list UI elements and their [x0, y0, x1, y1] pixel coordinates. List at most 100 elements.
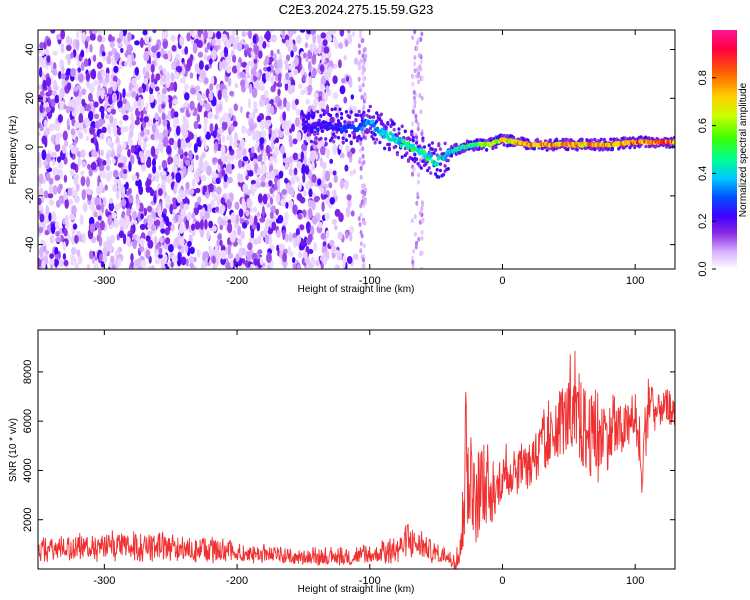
heatmap-cell: [207, 30, 214, 38]
heatmap-cell: [362, 135, 366, 140]
heatmap-cell: [63, 191, 68, 200]
heatmap-cell: [343, 55, 347, 61]
snr-series: [38, 350, 675, 569]
heatmap-cell: [228, 145, 233, 152]
heatmap-cell: [63, 228, 68, 237]
heatmap-cell: [307, 233, 313, 243]
heatmap-cell: [60, 73, 67, 80]
heatmap-cell: [123, 169, 128, 174]
heatmap-cell: [106, 137, 112, 147]
heatmap-cell: [96, 61, 103, 70]
heatmap-cell: [279, 250, 283, 260]
heatmap-cell: [193, 120, 199, 130]
heatmap-cell: [41, 59, 46, 68]
heatmap-cell: [340, 112, 344, 116]
heatmap-cell: [139, 223, 146, 231]
heatmap-cell: [334, 38, 339, 50]
heatmap-cell: [80, 170, 85, 176]
heatmap-cell: [332, 92, 339, 100]
heatmap-cell: [400, 155, 404, 159]
heatmap-cell: [434, 172, 438, 176]
heatmap-cell: [162, 119, 168, 127]
heatmap-cell: [79, 214, 84, 226]
heatmap-cell: [187, 164, 194, 173]
heatmap-cell: [312, 68, 317, 77]
heatmap-cell: [117, 162, 124, 168]
heatmap-cell: [364, 53, 368, 59]
heatmap-cell: [221, 169, 226, 177]
heatmap-cell: [140, 213, 144, 220]
heatmap-cell: [344, 138, 348, 142]
heatmap-cell: [350, 94, 354, 100]
heatmap-cell: [53, 122, 58, 128]
heatmap-cell: [265, 115, 272, 122]
heatmap-cell: [211, 193, 217, 199]
heatmap-cell: [150, 64, 155, 73]
heatmap-cell: [420, 131, 424, 137]
heatmap-cell: [140, 259, 147, 269]
heatmap-cell: [122, 88, 126, 99]
heatmap-cell: [191, 223, 195, 231]
heatmap-cell: [285, 233, 289, 243]
heatmap-cell: [296, 193, 303, 201]
heatmap-cell: [269, 187, 274, 194]
heatmap-cell: [92, 54, 97, 62]
heatmap-cell: [183, 121, 190, 130]
heatmap-cell: [297, 213, 303, 220]
heatmap-cell: [346, 194, 352, 201]
heatmap-cell: [416, 179, 420, 185]
heatmap-cell: [102, 241, 108, 248]
heatmap-cell: [300, 241, 306, 247]
heatmap-cell: [158, 165, 162, 171]
heatmap-cell: [132, 234, 137, 240]
heatmap-cell: [418, 219, 422, 225]
heatmap-cell: [420, 75, 424, 81]
heatmap-cell: [180, 139, 187, 150]
heatmap-cell: [51, 90, 57, 97]
heatmap-cell: [184, 92, 190, 101]
heatmap-cell: [298, 83, 303, 89]
heatmap-cell: [88, 168, 93, 177]
heatmap-cell: [411, 255, 414, 261]
heatmap-cell: [360, 199, 364, 205]
heatmap-cell: [163, 85, 167, 95]
heatmap-cell: [252, 131, 257, 142]
heatmap-cell: [93, 113, 100, 120]
colorbar-ticks: 0.0 0.2 0.4 0.6 0.8: [697, 70, 716, 277]
heatmap-cell: [275, 208, 279, 216]
heatmap-cell: [57, 184, 62, 195]
heatmap-cell: [547, 146, 551, 151]
heatmap-cell: [359, 33, 362, 39]
heatmap-cell: [249, 123, 254, 132]
heatmap-cell: [399, 143, 404, 149]
heatmap-cell: [253, 258, 259, 266]
heatmap-cell: [293, 167, 298, 176]
heatmap-cell: [328, 182, 333, 189]
heatmap-cell: [248, 171, 254, 177]
heatmap-cell: [52, 185, 58, 195]
heatmap-cell: [300, 151, 304, 162]
heatmap-cell: [311, 215, 318, 225]
heatmap-cell: [95, 140, 99, 152]
heatmap-cell: [174, 213, 179, 223]
heatmap-cell: [308, 76, 313, 87]
heatmap-cell: [266, 42, 271, 48]
heatmap-cell: [231, 30, 236, 37]
heatmap-cell: [67, 187, 73, 197]
heatmap-cell: [190, 87, 197, 95]
heatmap-cell: [194, 63, 200, 73]
heatmap-cell: [143, 116, 149, 123]
heatmap-cell: [41, 149, 47, 161]
y-tick-label: 2000: [22, 507, 34, 531]
heatmap-cell: [70, 258, 76, 266]
heatmap-cell: [310, 126, 314, 131]
heatmap-cell: [343, 179, 349, 190]
heatmap-cell: [115, 136, 120, 143]
heatmap-cell: [108, 34, 113, 43]
heatmap-cell: [209, 83, 214, 92]
heatmap-cell: [247, 98, 251, 109]
heatmap-cell: [82, 202, 88, 213]
heatmap-cell: [292, 152, 299, 161]
heatmap-cell: [397, 140, 401, 146]
